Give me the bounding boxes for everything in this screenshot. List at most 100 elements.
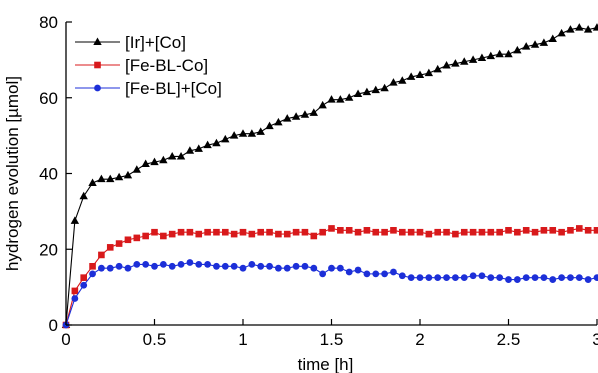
data-point [548,34,557,43]
data-point [97,174,106,183]
data-point [354,266,362,274]
data-point [442,61,451,69]
data-point [478,272,486,280]
data-point [151,228,158,236]
data-point [505,276,512,283]
data-point [522,42,531,50]
data-point [195,261,203,268]
legend-item: [Fe-BL-Co] [75,56,208,75]
data-point [221,262,229,270]
data-point [575,274,583,282]
data-point [98,251,105,259]
data-point [212,138,221,147]
data-point [328,225,335,232]
data-point [283,264,291,272]
x-tick-label: 1.5 [320,330,344,349]
data-point [204,228,211,236]
data-point [576,225,583,232]
data-point [115,262,123,270]
data-point [345,227,353,234]
data-point [567,227,574,234]
data-point [239,228,247,236]
plot-area [61,23,598,329]
data-point [177,228,185,236]
data-point [185,146,195,154]
data-point [248,230,256,238]
legend-marker [93,37,102,45]
data-point [80,281,88,289]
legend-label: [Fe-BL-Co] [125,56,208,75]
data-point [380,83,389,92]
data-point [257,262,265,270]
x-tick-label: 0.5 [143,330,167,349]
data-point [486,51,495,60]
y-tick-label: 0 [49,316,58,335]
y-axis-title: hydrogen evolution [µmol] [3,76,22,271]
data-point [309,108,318,116]
data-point [434,228,441,236]
data-point [425,274,433,282]
data-point [222,228,229,236]
data-point [168,262,176,270]
series-line [65,261,598,326]
data-point [310,264,318,272]
data-point [283,114,292,122]
data-point [460,228,468,236]
data-point [477,53,487,61]
data-point [487,274,495,282]
data-point [256,127,265,135]
data-point [460,274,468,282]
data-point [549,227,557,234]
data-point [337,227,344,234]
data-point [407,228,415,236]
data-point [372,228,380,236]
data-point [363,227,371,234]
data-point [79,191,88,200]
data-point [583,25,593,33]
data-point [239,264,247,272]
data-point [124,236,132,244]
data-point [345,93,354,101]
data-point [530,40,540,48]
data-point [487,228,495,236]
data-point [460,57,469,65]
data-point [141,159,150,168]
x-tick-label: 1 [238,330,247,349]
x-tick-label: 2 [415,330,424,349]
x-axis-ticks: 0 0.5 1 1.5 2 2.5 3 [61,319,598,349]
data-point [106,244,114,251]
data-point [275,230,282,238]
data-point [238,129,248,137]
legend-label: [Fe-BL]+[Co] [125,79,222,98]
data-point [531,228,539,236]
data-point [398,76,407,84]
data-point [567,274,574,282]
data-point [247,129,257,137]
data-point [592,23,598,31]
data-point [80,274,87,281]
legend-label: [Ir]+[Co] [125,33,186,52]
data-point [213,228,220,236]
data-point [275,264,282,272]
x-tick-label: 0 [61,330,70,349]
data-point [266,228,273,236]
legend-marker [94,61,101,69]
data-point [274,117,283,126]
data-point [566,25,575,33]
data-point [89,270,96,278]
data-point [443,274,450,282]
data-point [142,261,150,268]
data-point [558,274,565,282]
data-point [398,272,406,280]
data-point [407,274,415,282]
data-point [353,89,363,97]
data-point [283,230,291,238]
data-point [434,274,442,282]
data-point [575,23,584,31]
data-point [89,262,96,270]
data-point [469,272,477,280]
data-point [195,230,203,238]
series-1 [61,23,598,328]
data-point [106,174,115,183]
data-point [319,228,326,236]
